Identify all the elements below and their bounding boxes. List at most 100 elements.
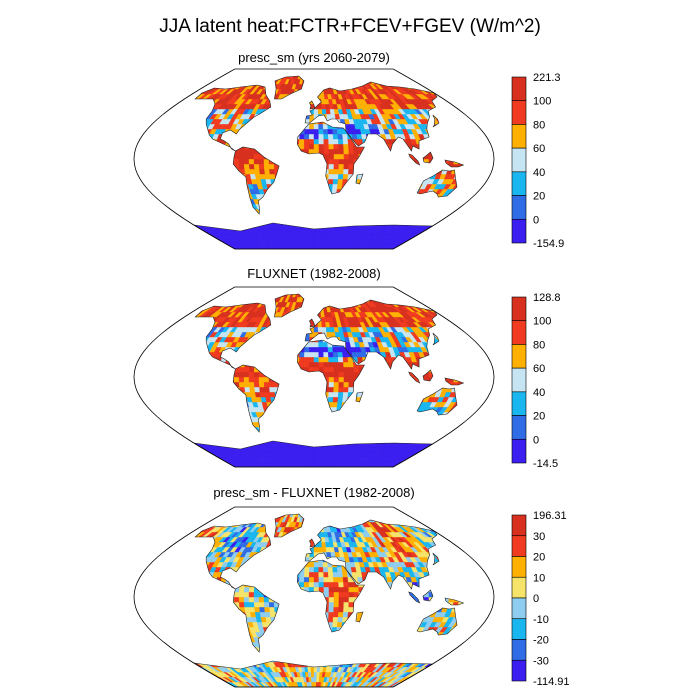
field-cell [328,148,335,155]
field-cell [333,148,340,155]
field-cell [333,381,340,388]
field-cell [238,163,245,170]
field-cell [322,128,329,135]
field-cell [311,461,315,467]
field-cell [343,163,350,170]
field-cell [308,143,315,150]
globe-background [134,69,494,249]
field-cell [337,133,344,140]
field-cell [263,163,270,170]
field-cell [337,391,344,398]
field-cell [233,376,240,383]
field-cell [238,376,245,383]
panel-title: FLUXNET (1982-2008) [247,266,380,281]
coastline-australia [416,169,458,198]
field-cell [243,376,250,383]
panel-title: presc_sm (yrs 2060-2079) [238,50,390,65]
field-cell [307,228,312,235]
field-cell [323,351,329,358]
coastline-north-america [194,84,272,152]
field-cell [303,361,310,368]
field-cell [258,163,265,170]
field-cell [323,361,330,368]
field-cell [318,128,324,135]
field-cell [328,371,335,378]
field-cell [348,386,354,393]
field-cell [323,366,330,373]
field-cell [337,351,344,358]
field-cell [313,228,318,235]
field-cell [313,451,318,458]
field-cell [318,341,324,348]
field-cell [328,143,335,150]
field-cell [348,153,355,160]
field-cell [343,148,350,155]
figure-title: JJA latent heat:FCTR+FCEV+FGEV (W/m^2) [159,16,541,37]
field-cell [304,351,310,358]
field-cell [249,386,256,393]
field-cell [238,158,245,165]
field-cell [333,153,340,160]
field-cell [304,133,310,140]
field-cell [309,123,315,130]
field-cell [308,361,315,368]
field-cell [318,143,325,150]
field-cell [327,178,334,185]
colorbar-swatch [511,100,527,125]
field-cell [238,371,245,378]
field-cell [303,356,310,363]
field-cell [264,168,271,175]
field-cell [313,356,320,363]
field-cell [332,351,339,358]
colorbar-label: 40 [533,167,545,179]
field-cell [328,163,335,170]
field-cell [254,168,261,175]
panel-presc-sm: presc_sm (yrs 2060-2079) 221.31008060402… [133,50,564,250]
coastline-borneo [422,151,434,164]
colorbar-swatch [511,218,527,244]
field-cell [328,158,335,165]
field-cell [333,361,340,368]
field-cell [328,168,335,175]
field-cell [318,361,325,368]
field-cell [343,371,350,378]
field-cell [259,173,266,180]
field-cell [348,376,355,383]
colorbar-label: 0 [533,214,539,226]
field-cell [313,108,319,115]
field-cell [323,356,329,363]
field-cell [317,108,323,115]
field-cell [258,376,265,383]
field-cell [333,168,340,175]
field-cell [333,173,339,180]
field-cell [332,183,338,190]
field-cell [348,361,354,368]
field-cell [307,446,312,453]
field-cell [299,356,305,363]
field-cell [333,391,339,398]
field-cell [304,128,310,135]
field-cell [342,133,349,140]
colorbar-label: 221.3 [533,72,561,84]
field-cell [342,173,349,180]
colorbar-label: 60 [533,143,545,155]
field-cell [328,356,334,363]
colorbar-swatch [511,147,527,173]
field-cell [308,133,315,140]
field-cell [332,178,339,185]
field-cell [313,128,319,135]
field-cell [248,376,255,383]
field-cell [244,168,251,175]
field-cell [243,381,250,388]
field-cell [310,446,315,453]
field-cell [243,148,250,155]
field-cell [343,386,349,393]
field-cell [317,326,323,333]
field-cell [348,381,355,388]
field-cell [313,361,320,368]
coastline-japan [432,114,440,128]
field-cell [244,386,251,393]
field-cell [348,163,355,170]
field-cell [338,153,345,160]
